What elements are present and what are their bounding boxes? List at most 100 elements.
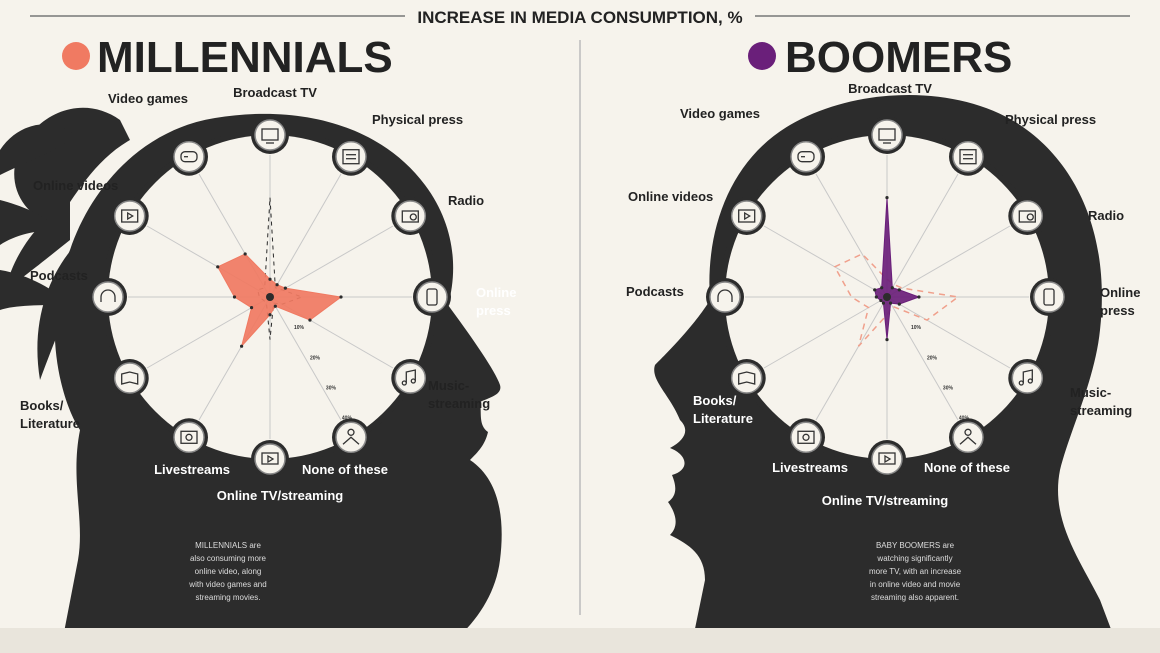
millennials-reference-outline (833, 253, 960, 347)
icon-badge-inner (335, 140, 367, 173)
radar-point-online-press (339, 295, 343, 299)
category-label-livestreams: Livestreams (772, 460, 848, 475)
newspaper-icon (342, 149, 360, 165)
gamepad-icon (180, 151, 198, 163)
category-label-online-videos: Online videos (33, 178, 118, 193)
category-label-livestreams: Livestreams (154, 462, 230, 477)
icon-badge-inner (790, 140, 822, 173)
meditation-icon (342, 428, 360, 445)
category-label-music-streaming: Music- (428, 378, 469, 393)
ring-label: 10% (911, 325, 922, 331)
category-label-online-tv-streaming: Online TV/streaming (217, 488, 343, 503)
icon-badge-inner (113, 200, 146, 232)
tv-stream-icon (261, 452, 279, 465)
tablet-icon (1043, 288, 1055, 306)
radio-icon (401, 210, 419, 223)
boomers-note-line-1: BABY BOOMERS are (876, 541, 955, 550)
radar-point-podcasts (874, 295, 878, 299)
video-icon (738, 209, 756, 223)
millennials-title: MILLENNIALS (97, 33, 393, 82)
livestream-icon (797, 430, 815, 444)
ring-label: 30% (326, 386, 337, 392)
category-label-podcasts: Podcasts (626, 284, 684, 299)
hair-bun (0, 124, 75, 310)
radar-point-online-press (917, 295, 921, 299)
category-label-online-press: Online (1100, 285, 1140, 300)
icon-badge-inner (254, 119, 286, 151)
icon-badge-inner (113, 362, 146, 394)
radar-point-music-streaming (897, 302, 901, 306)
radar-point-online-tv-streaming (268, 313, 272, 317)
icon-badge-inner (416, 281, 448, 313)
category-label-broadcast-tv: Broadcast TV (233, 85, 317, 100)
category-label-music-streaming: streaming (1070, 403, 1132, 418)
radar-spoke (815, 173, 888, 298)
category-label-books-literature: Literature (20, 416, 80, 431)
radar-point-radio (283, 286, 287, 290)
boomers-note-line-2: watching significantly (876, 554, 952, 563)
category-label-online-press: Online (476, 285, 516, 300)
ring-label: 30% (943, 386, 954, 392)
icon-badge-inner (790, 421, 822, 454)
category-label-video-games: Video games (680, 106, 760, 121)
radar-point-online-tv-streaming (885, 338, 889, 342)
tv-icon (261, 128, 279, 144)
music-icon (1018, 369, 1033, 386)
radar-spoke (886, 296, 1011, 369)
category-label-physical-press: Physical press (1005, 112, 1096, 127)
icon-badge-inner (952, 140, 984, 173)
icon-badge-inner (173, 421, 205, 454)
radar-point-music-streaming (308, 318, 312, 322)
radar-point-physical-press (890, 286, 894, 290)
music-icon (401, 369, 416, 386)
radar-point-livestreams (240, 344, 244, 348)
category-label-radio: Radio (1088, 208, 1124, 223)
radar-point-books-literature (879, 298, 883, 303)
icon-badge-inner (871, 443, 903, 475)
meditation-icon (959, 428, 977, 445)
radar-point-podcasts (232, 295, 237, 299)
category-label-radio: Radio (448, 193, 484, 208)
category-label-video-games: Video games (108, 91, 188, 106)
icon-badge-inner (394, 362, 427, 394)
tv-stream-icon (878, 452, 896, 465)
radar-point-physical-press (275, 283, 279, 287)
radar-point-broadcast-tv (885, 196, 889, 200)
boomers-title: BOOMERS (785, 33, 1012, 82)
boomers-note-line-3: more TV, with an increase (869, 567, 962, 576)
radar-point-online-videos (873, 288, 877, 292)
millennials-note-line-4: with video games and (188, 580, 266, 589)
boomers-note-line-4: in online video and movie (870, 580, 961, 589)
category-label-none-of-these: None of these (302, 462, 388, 477)
radar-point-video-games (243, 252, 247, 256)
radar-spoke (763, 296, 888, 369)
millennials-legend-dot (62, 42, 90, 70)
ring-label: 20% (927, 355, 938, 361)
radar-point-none-of-these (888, 301, 893, 305)
icon-badge-inner (254, 443, 286, 475)
radar-spoke (886, 225, 1011, 298)
radar-point-video-games (880, 286, 884, 290)
category-label-podcasts: Podcasts (30, 268, 88, 283)
category-label-online-press: press (1100, 303, 1135, 318)
icon-badge-inner (871, 119, 903, 151)
icon-badge-inner (1011, 362, 1044, 394)
category-label-books-literature: Books/ (693, 393, 737, 408)
radio-icon (1018, 210, 1036, 223)
radar-point-radio (897, 288, 901, 292)
livestream-icon (180, 430, 198, 444)
radar-center (883, 293, 891, 301)
boomers-note-line-5: streaming also apparent. (871, 593, 959, 602)
millennials-note-line-1: MILLENNIALS are (195, 541, 261, 550)
millennials-note-line-5: streaming movies. (196, 593, 261, 602)
category-label-music-streaming: Music- (1070, 385, 1111, 400)
tablet-icon (426, 288, 438, 306)
radar-point-books-literature (249, 306, 254, 310)
radar-spoke (269, 225, 394, 298)
radar-spoke (269, 296, 342, 421)
book-icon (738, 371, 756, 385)
icon-badge-inner (709, 281, 741, 313)
radar-point-broadcast-tv (268, 277, 272, 281)
